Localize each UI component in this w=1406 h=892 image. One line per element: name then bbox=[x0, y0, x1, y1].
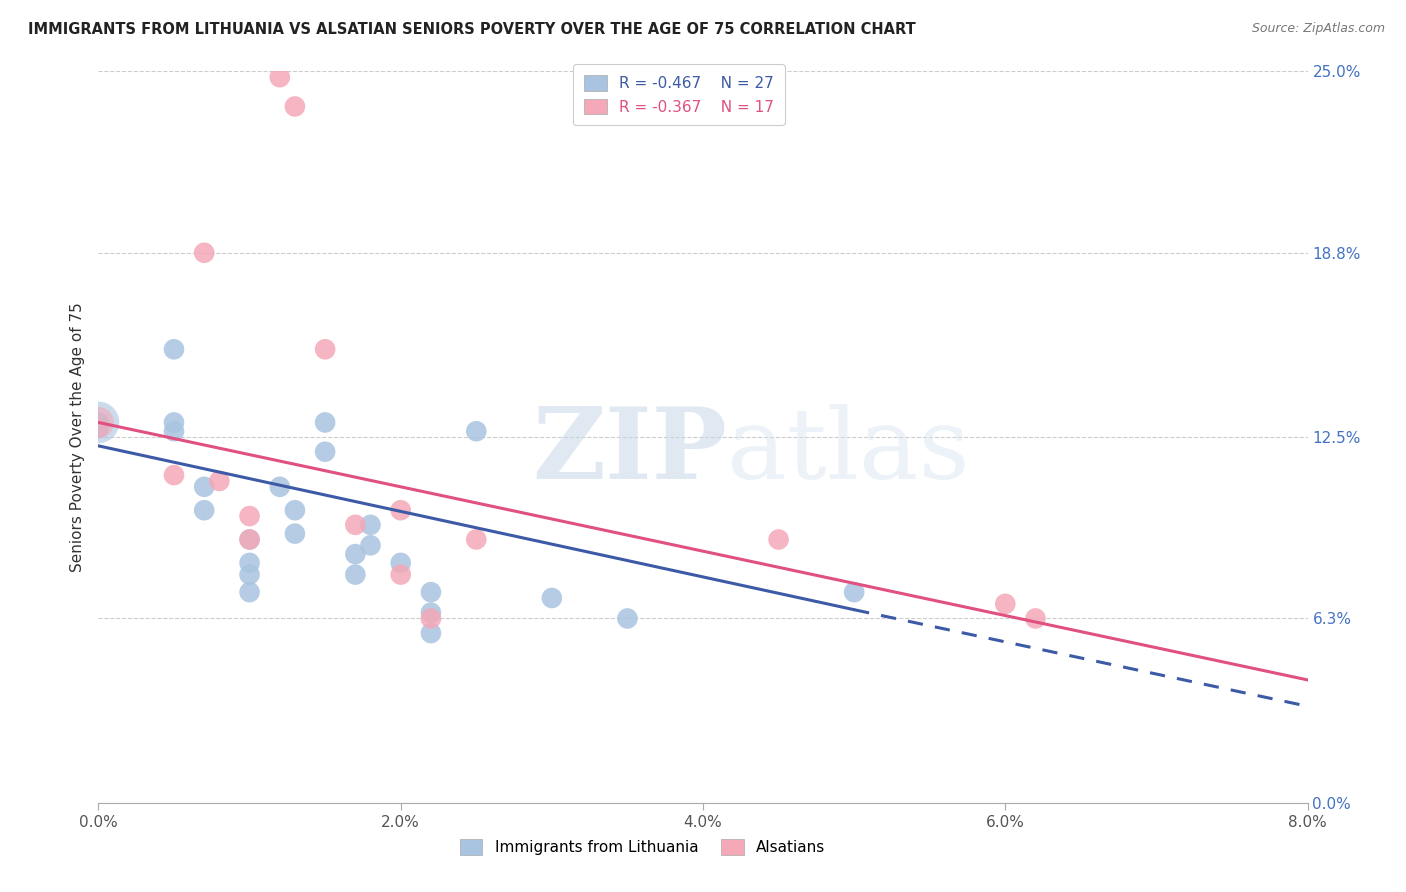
Point bbox=[87, 416, 110, 430]
Point bbox=[269, 480, 291, 494]
Point bbox=[1025, 611, 1047, 625]
Point bbox=[389, 567, 412, 582]
Point bbox=[844, 585, 866, 599]
Point bbox=[163, 468, 186, 483]
Point bbox=[87, 421, 110, 435]
Point bbox=[87, 416, 110, 430]
Text: Source: ZipAtlas.com: Source: ZipAtlas.com bbox=[1251, 22, 1385, 36]
Text: IMMIGRANTS FROM LITHUANIA VS ALSATIAN SENIORS POVERTY OVER THE AGE OF 75 CORRELA: IMMIGRANTS FROM LITHUANIA VS ALSATIAN SE… bbox=[28, 22, 915, 37]
Text: ZIP: ZIP bbox=[533, 403, 727, 500]
Point bbox=[465, 533, 488, 547]
Point bbox=[193, 480, 215, 494]
Point bbox=[314, 444, 336, 458]
Point bbox=[284, 99, 307, 113]
Y-axis label: Seniors Poverty Over the Age of 75: Seniors Poverty Over the Age of 75 bbox=[69, 302, 84, 572]
Point bbox=[239, 533, 262, 547]
Point bbox=[208, 474, 231, 488]
Point bbox=[239, 585, 262, 599]
Point bbox=[269, 70, 291, 85]
Point bbox=[163, 424, 186, 438]
Point bbox=[193, 245, 215, 260]
Point bbox=[389, 556, 412, 570]
Point bbox=[163, 343, 186, 357]
Point bbox=[284, 526, 307, 541]
Point bbox=[420, 626, 443, 640]
Point bbox=[420, 585, 443, 599]
Text: atlas: atlas bbox=[727, 404, 970, 500]
Point bbox=[344, 567, 367, 582]
Point bbox=[389, 503, 412, 517]
Point bbox=[239, 556, 262, 570]
Point bbox=[87, 416, 110, 430]
Point bbox=[616, 611, 638, 625]
Point bbox=[994, 597, 1017, 611]
Point bbox=[360, 517, 382, 532]
Point bbox=[239, 567, 262, 582]
Point bbox=[465, 424, 488, 438]
Point bbox=[344, 547, 367, 561]
Point bbox=[420, 606, 443, 620]
Point bbox=[314, 416, 336, 430]
Point bbox=[239, 533, 262, 547]
Point bbox=[360, 538, 382, 552]
Point bbox=[768, 533, 790, 547]
Point bbox=[193, 503, 215, 517]
Point bbox=[284, 503, 307, 517]
Legend: Immigrants from Lithuania, Alsatians: Immigrants from Lithuania, Alsatians bbox=[453, 833, 832, 861]
Point bbox=[163, 416, 186, 430]
Point bbox=[239, 509, 262, 524]
Point bbox=[420, 611, 443, 625]
Point bbox=[540, 591, 562, 605]
Point bbox=[344, 517, 367, 532]
Point bbox=[314, 343, 336, 357]
